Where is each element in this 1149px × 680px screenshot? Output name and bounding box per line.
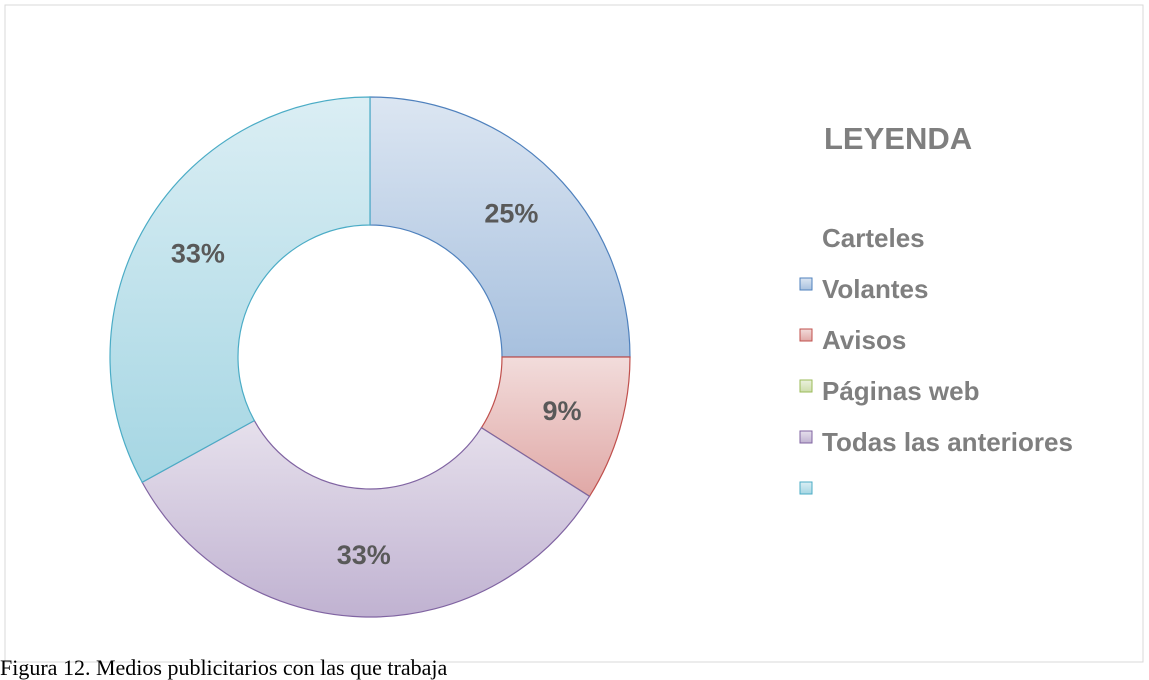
data-label: 25% [484, 199, 538, 229]
legend-swatch [799, 430, 813, 444]
legend-title: LEYENDA [824, 121, 972, 156]
data-label: 33% [337, 540, 391, 570]
legend-label: Carteles [822, 223, 925, 253]
legend-label: Volantes [822, 274, 928, 304]
donut-slice [141, 419, 591, 618]
legend-label: Todas las anteriores [822, 427, 1073, 457]
legend-swatch [799, 328, 813, 342]
donut-slice [109, 96, 371, 484]
legend-swatch [799, 379, 813, 393]
data-label: 33% [171, 238, 225, 268]
legend-swatch [799, 277, 813, 291]
legend-swatch [799, 481, 813, 495]
donut-slice [369, 96, 631, 358]
legend-label: Páginas web [822, 376, 980, 406]
caption: Figura 12. Medios publicitarios con las … [0, 655, 447, 680]
legend-label: Avisos [822, 325, 906, 355]
data-label: 9% [543, 396, 582, 426]
